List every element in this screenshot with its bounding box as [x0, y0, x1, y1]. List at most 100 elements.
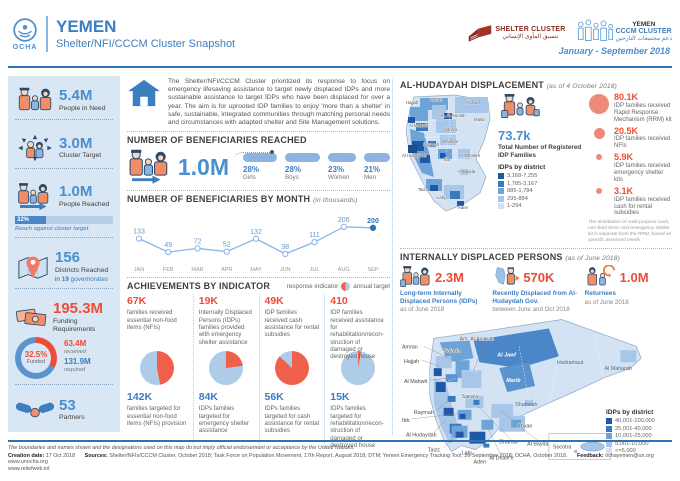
svg-text:Ibb: Ibb	[402, 418, 409, 424]
legend-response-indicator: response indicator	[286, 282, 339, 290]
hudaydah-body: Amran Hajjah Al Jawf Am. Al Asimah Marib…	[400, 92, 672, 244]
rrm-circle	[589, 94, 609, 114]
stat-funding: 195.3M Funding Requirements 32.5% Funded…	[15, 298, 113, 385]
svg-text:206: 206	[338, 217, 350, 224]
registered-idp-families-label: Total Number of Registered IDP Families	[498, 144, 582, 159]
total-beneficiaries-value: 1.0M	[177, 153, 229, 180]
group-boys: 28% Boys	[285, 153, 320, 181]
registered-idp-families-value: 73.7k	[498, 128, 531, 143]
hudaydah-legend-title: IDPs by district	[498, 164, 546, 172]
people-reached-value: 1.0M	[59, 183, 93, 201]
hudaydah-stats: 80.1K IDP families received Rapid Respon…	[588, 92, 672, 244]
reach-progress-fill	[15, 215, 47, 224]
boys-bar	[285, 153, 320, 163]
shelter-cluster-arabic: تنسيق المأوى الإنساني	[502, 34, 559, 40]
svg-text:Amran: Amran	[430, 97, 443, 102]
svg-text:Aden: Aden	[473, 459, 486, 465]
house-icon	[128, 79, 160, 107]
shelter-cluster-name: SHELTER CLUSTER	[495, 26, 566, 33]
footer-disclaimer: The boundaries and names shown and the d…	[8, 445, 355, 451]
footer: The boundaries and names shown and the d…	[8, 440, 672, 472]
indicator-shelter: 19K Internally Displaced Persons (IDPs) …	[192, 294, 259, 450]
by-month-title: NUMBER OF BENEFICIARIES BY MONTH (in tho…	[127, 194, 358, 205]
svg-text:72: 72	[194, 239, 202, 246]
men-label: Men	[364, 174, 377, 182]
idp-family-icon	[501, 93, 540, 118]
svg-text:Al Mahwit: Al Mahwit	[409, 123, 428, 128]
returnees-value: 1.0M	[619, 269, 649, 285]
legend-row: 3,168-7,255	[498, 173, 582, 180]
separator	[127, 190, 390, 192]
legend-row: <=5,000	[606, 448, 670, 455]
svg-text:Hajjah: Hajjah	[406, 100, 419, 105]
districts-subtext: in 19 governorates	[55, 275, 108, 283]
map-legend-title: IDPs by district	[606, 409, 654, 417]
svg-text:Abyan: Abyan	[517, 424, 532, 430]
funding-breakdown: 63.4M received 131.9M required	[64, 339, 91, 376]
rehab-target-desc: IDPs families targeted for rehabilitatio…	[330, 405, 384, 449]
shelter-cluster-icon	[469, 25, 492, 42]
svg-text:Sa'ada: Sa'ada	[444, 348, 461, 354]
hudaydah-map: Amran Hajjah Al Jawf Am. Al Asimah Marib…	[400, 93, 492, 244]
returnees-sub: as of June 2018	[584, 298, 629, 306]
districts-label: Districts Reached	[55, 267, 109, 275]
longterm-label: Long-term Internally Displaced Persons (…	[400, 290, 478, 305]
indicator-nfi: 67K families received essential non-food…	[127, 294, 193, 449]
cccm-cluster-arabic: دعم مجتمعات النازحين	[615, 35, 672, 42]
nfi-target-value: 142K	[127, 391, 153, 404]
family-icon	[18, 87, 52, 111]
svg-text:Lahj: Lahj	[462, 451, 472, 457]
cccm-country: YEMEN	[632, 20, 656, 28]
achievements-legend: response indicator annual target	[286, 281, 390, 291]
legend-row: 885-1,784	[498, 188, 582, 195]
reach-progress-pct: 32%	[17, 216, 30, 223]
svg-text:Taizz: Taizz	[418, 187, 428, 192]
stat-districts-reached: 156 Districts Reached in 19 governorates	[15, 247, 113, 289]
men-pct: 21%	[364, 165, 381, 175]
intro-text: The Shelter/NFI/CCCM Cluster prioritized…	[168, 78, 390, 127]
creation-date: 17 Oct 2018	[45, 452, 76, 459]
unocha-url: www.unocha.org	[8, 458, 48, 465]
reliefweb-url: www.reliefweb.int	[8, 465, 50, 472]
longterm-sub: as of June 2018	[400, 306, 445, 314]
svg-text:MAY: MAY	[250, 267, 262, 273]
idp-returnees: 1.0M Returnees as of June 2018	[585, 265, 672, 313]
report-period: January - September 2018	[558, 46, 670, 56]
beneficiaries-by-month-chart: 133 JAN 49 FEB 72 MAR 52 APR 132 MAY 38 JUN 111 JUL 20…	[133, 217, 379, 273]
women-bar	[328, 153, 356, 163]
boys-pct: 28%	[285, 165, 302, 175]
shelter-reached-value: 19K	[198, 295, 219, 308]
legend-row: 1,785-3,167	[498, 180, 582, 187]
footer-meta: Creation date: 17 Oct 2018 Sources: Shel…	[8, 452, 654, 465]
page-subtitle: Shelter/NFI/CCCM Cluster Snapshot	[56, 38, 236, 50]
separator	[400, 248, 672, 250]
svg-text:Al Bayda: Al Bayda	[527, 442, 548, 448]
svg-text:111: 111	[309, 233, 320, 240]
rrm-value: 80.1K	[614, 92, 639, 102]
funded-label: Funded	[26, 359, 46, 366]
svg-text:Hadramaut: Hadramaut	[557, 360, 584, 366]
men-bar	[364, 153, 390, 163]
intro-block: The Shelter/NFI/CCCM Cluster prioritized…	[127, 78, 390, 127]
svg-text:Al Hudaydah: Al Hudaydah	[402, 153, 427, 158]
shelter-target-value: 84K	[198, 391, 219, 404]
funding-required-label: required	[64, 366, 86, 373]
shelter-pie-chart	[209, 351, 244, 386]
legend-row: 25,001-40,000	[606, 425, 670, 432]
nfis-circle	[593, 127, 605, 139]
recent-label: Recently Displaced from Al-Hudaydah Gov.	[492, 290, 577, 305]
svg-text:Raymah: Raymah	[414, 410, 434, 416]
yemen-map-legend: IDPs by district 40,001-100,000 25,001-4…	[606, 404, 670, 456]
reach-progress-bar: 32%	[15, 215, 113, 224]
indicator-rehabilitation: 410 IDP families received assistance for…	[324, 294, 390, 450]
partners-label: Partners	[59, 414, 85, 422]
reach-progress-note: Reach against cluster target	[15, 225, 89, 232]
svg-text:Dhamar: Dhamar	[443, 139, 459, 144]
districts-value: 156	[55, 249, 81, 267]
rehab-reached-desc: IDP families received assistance for reh…	[330, 309, 384, 361]
funded-percent: 32.5%	[24, 350, 48, 360]
svg-text:38: 38	[281, 244, 289, 251]
header-logos: SHELTER CLUSTER تنسيق المأوى الإنساني YE…	[467, 14, 672, 44]
cccm-cluster-logo: YEMEN CCCM CLUSTER دعم مجتمعات النازحين	[576, 18, 672, 44]
longterm-value: 2.3M	[435, 269, 464, 285]
